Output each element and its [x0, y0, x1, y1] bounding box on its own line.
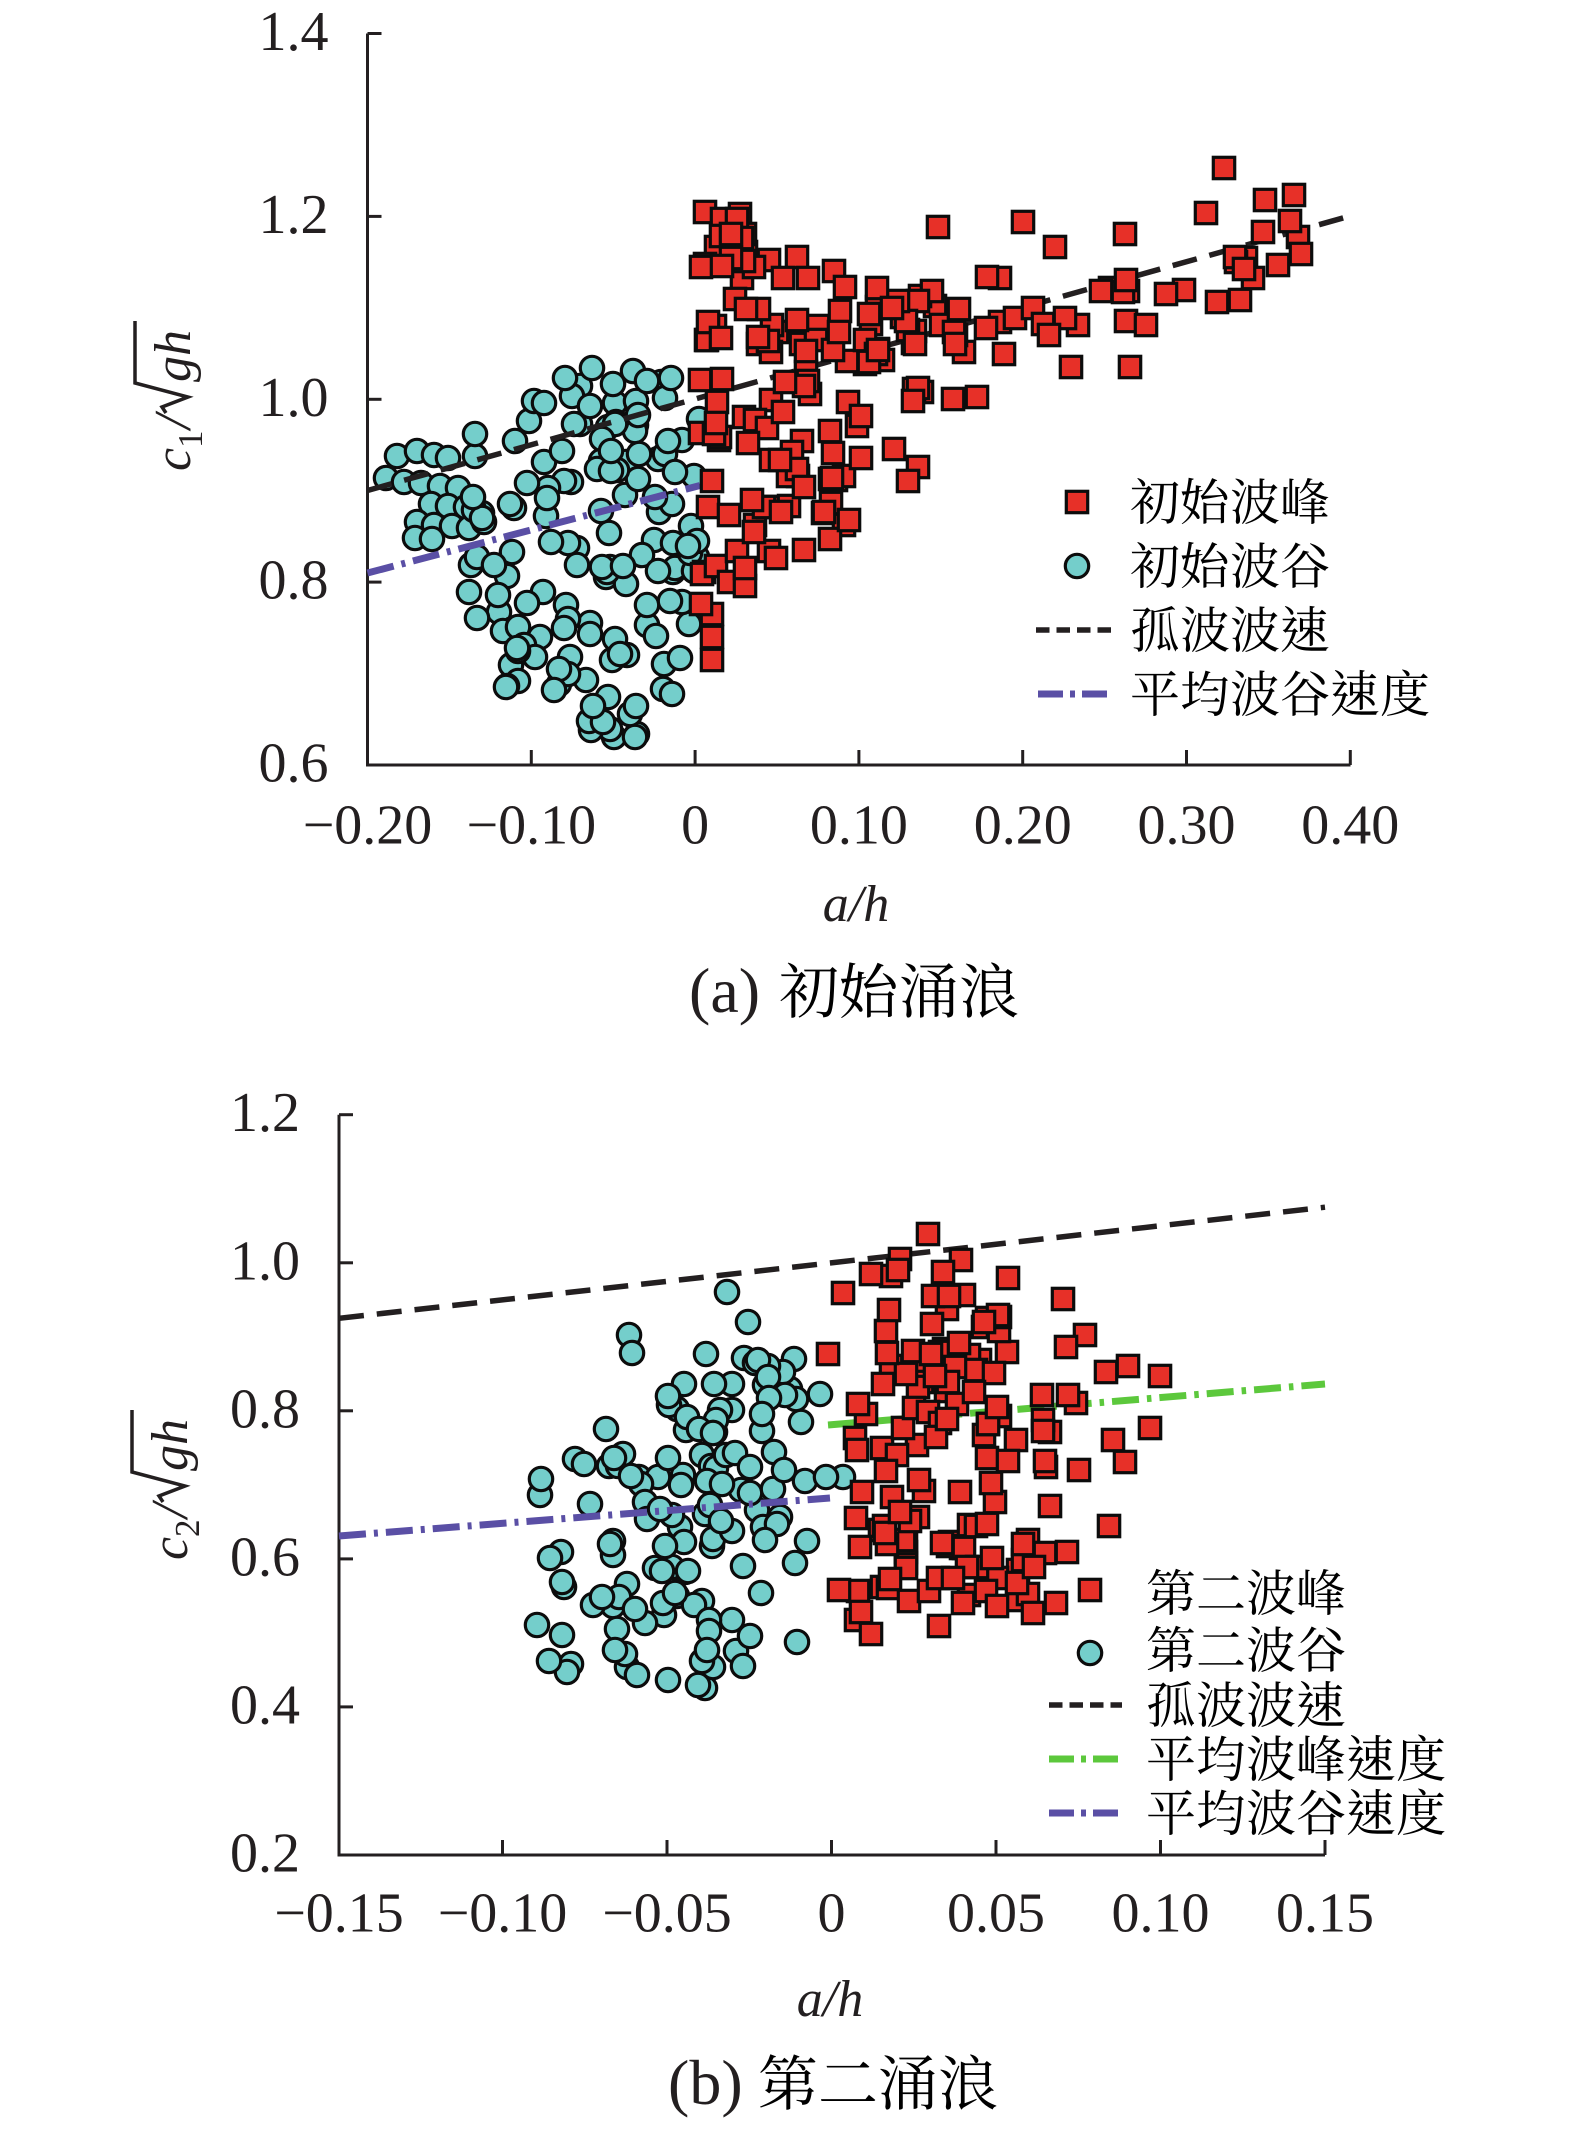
svg-text:−0.10: −0.10	[467, 795, 597, 857]
svg-text:0.8: 0.8	[259, 550, 329, 612]
svg-text:/: /	[142, 1499, 199, 1521]
svg-text:0.6: 0.6	[230, 1526, 300, 1588]
svg-text:0: 0	[681, 795, 709, 857]
svg-text:gh: gh	[142, 1419, 199, 1471]
svg-text:0.6: 0.6	[259, 733, 329, 795]
svg-text:0: 0	[818, 1883, 846, 1945]
svg-text:a/h: a/h	[823, 876, 889, 933]
svg-text:1: 1	[171, 431, 210, 449]
svg-text:−0.20: −0.20	[303, 795, 433, 857]
svg-text:0.8: 0.8	[230, 1378, 300, 1440]
svg-text:(b): (b)	[668, 2047, 743, 2118]
svg-text:(a): (a)	[689, 955, 760, 1026]
svg-text:gh: gh	[145, 330, 202, 382]
svg-text:0.4: 0.4	[230, 1674, 300, 1736]
svg-text:c: c	[142, 1537, 199, 1560]
svg-text:0.20: 0.20	[974, 795, 1072, 857]
svg-text:/: /	[145, 410, 202, 432]
svg-text:−0.05: −0.05	[602, 1883, 732, 1945]
svg-text:0.2: 0.2	[230, 1823, 300, 1885]
svg-text:0.40: 0.40	[1301, 795, 1399, 857]
svg-text:1.4: 1.4	[259, 1, 329, 63]
svg-text:1.0: 1.0	[259, 367, 329, 429]
svg-text:0.15: 0.15	[1276, 1883, 1374, 1945]
svg-text:−0.15: −0.15	[274, 1883, 404, 1945]
svg-text:1.0: 1.0	[230, 1230, 300, 1292]
svg-text:1.2: 1.2	[259, 184, 329, 246]
svg-text:2: 2	[168, 1520, 207, 1538]
svg-text:c: c	[145, 448, 202, 471]
svg-text:0.10: 0.10	[1112, 1883, 1210, 1945]
svg-text:0.05: 0.05	[947, 1883, 1045, 1945]
svg-text:0.30: 0.30	[1138, 795, 1236, 857]
svg-text:0.10: 0.10	[810, 795, 908, 857]
svg-text:a/h: a/h	[797, 1971, 863, 2028]
svg-text:−0.10: −0.10	[438, 1883, 568, 1945]
svg-text:1.2: 1.2	[230, 1082, 300, 1144]
